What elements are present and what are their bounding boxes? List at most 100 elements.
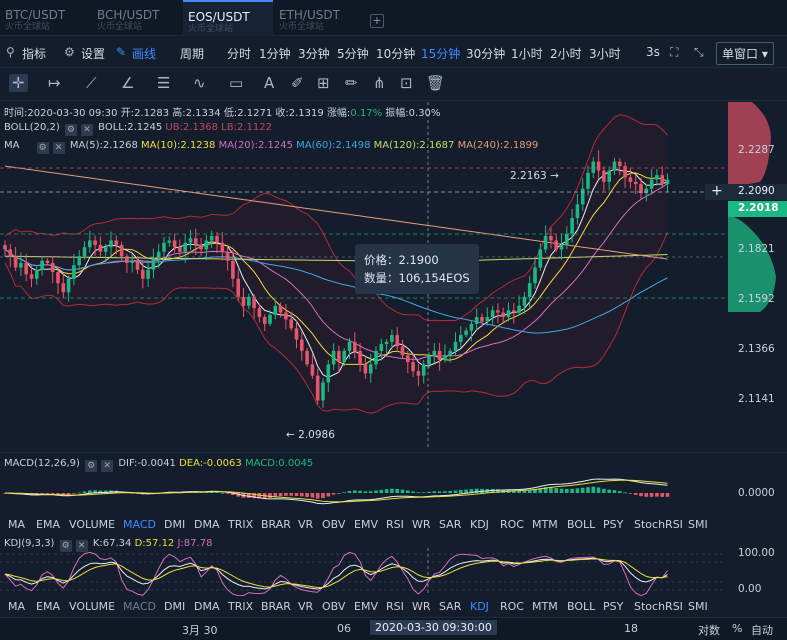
measure-icon[interactable]: ⊞ (317, 74, 330, 92)
main-chart[interactable] (0, 102, 787, 450)
indicator-tab-brar[interactable]: BRAR (261, 600, 291, 613)
indicator-tab-vr[interactable]: VR (298, 518, 314, 531)
period-2h[interactable]: 2小时 (550, 47, 582, 61)
indicator-tab-smi[interactable]: SMI (688, 518, 708, 531)
fib-icon[interactable]: ✐ (291, 74, 304, 92)
indicator-tab-volume[interactable]: VOLUME (69, 518, 116, 531)
add-tab-icon[interactable]: + (370, 14, 384, 28)
indicator-tab-sar[interactable]: SAR (439, 600, 462, 613)
settings-button[interactable]: 设置 (81, 47, 106, 61)
horizontal-line-icon[interactable]: ↦ (48, 74, 61, 92)
indicator-tab-psy[interactable]: PSY (603, 518, 624, 531)
indicator-tab-kdj[interactable]: KDJ (470, 600, 489, 613)
angle-icon[interactable]: ∠ (121, 74, 135, 92)
indicator-tab-emv[interactable]: EMV (354, 518, 378, 531)
indicator-tab-psy[interactable]: PSY (603, 600, 624, 613)
add-order-icon[interactable]: + (711, 183, 723, 199)
indicator-tab-dma[interactable]: DMA (194, 600, 220, 613)
period-3m[interactable]: 3分钟 (298, 47, 330, 61)
indicator-tab-trix[interactable]: TRIX (228, 518, 254, 531)
indicator-tab-roc[interactable]: ROC (500, 518, 524, 531)
crosshair-icon[interactable]: ✛ (9, 74, 28, 92)
indicator-tab-obv[interactable]: OBV (322, 600, 346, 613)
tab-btc[interactable]: BTC/USDT 火币全球站 (0, 0, 90, 36)
period-1h[interactable]: 1小时 (511, 47, 543, 61)
period-5m[interactable]: 5分钟 (337, 47, 369, 61)
log-scale-button[interactable]: 对数 (698, 624, 720, 637)
indicator-tab-ema[interactable]: EMA (36, 600, 60, 613)
settings-gear-icon[interactable]: ⚙ (64, 45, 75, 59)
shrink-icon[interactable]: ⤡ (694, 45, 704, 59)
indicator-tab-dmi[interactable]: DMI (164, 518, 186, 531)
indicator-tab-kdj[interactable]: KDJ (470, 518, 489, 531)
indicator-tab-rsi[interactable]: RSI (386, 600, 404, 613)
draw-button[interactable]: 画线 (132, 47, 157, 61)
indicator-tab-dma[interactable]: DMA (194, 518, 220, 531)
candle (443, 355, 447, 360)
indicator-tab-obv[interactable]: OBV (322, 518, 346, 531)
macd-settings-icon[interactable]: ⚙ (85, 460, 98, 472)
tab-eos[interactable]: EOS/USDT 火币全球站 (183, 0, 273, 36)
indicator-tab-wr[interactable]: WR (412, 600, 431, 613)
indicator-tab-stochrsi[interactable]: StochRSI (634, 600, 683, 613)
indicator-tab-ma[interactable]: MA (8, 518, 26, 531)
kdj-close-icon[interactable]: ✕ (75, 540, 88, 552)
indicator-tab-emv[interactable]: EMV (354, 600, 378, 613)
indicator-tab-rsi[interactable]: RSI (386, 518, 404, 531)
candle (337, 350, 341, 363)
brush-icon[interactable]: ✏ (345, 74, 358, 92)
indicator-tab-boll[interactable]: BOLL (567, 600, 596, 613)
period-3h[interactable]: 3小时 (589, 47, 621, 61)
kdj-settings-icon[interactable]: ⚙ (59, 540, 72, 552)
indicator-tab-smi[interactable]: SMI (688, 600, 708, 613)
indicator-tab-volume[interactable]: VOLUME (69, 600, 116, 613)
period-15m[interactable]: 15分钟 (421, 47, 461, 61)
macd-close-icon[interactable]: ✕ (101, 460, 114, 472)
indicator-tab-mtm[interactable]: MTM (532, 518, 558, 531)
wave-icon[interactable]: ∿ (193, 74, 206, 92)
kdj-chart[interactable] (0, 548, 725, 596)
macd-chart[interactable] (0, 474, 725, 512)
lock-icon[interactable]: ⊡ (400, 74, 413, 92)
boll-close-icon[interactable]: ✕ (80, 124, 93, 136)
indicator-tab-mtm[interactable]: MTM (532, 600, 558, 613)
macd-histogram-bar (257, 493, 262, 499)
period-timeline[interactable]: 分时 (227, 47, 252, 61)
indicator-tab-sar[interactable]: SAR (439, 518, 462, 531)
tab-eth[interactable]: ETH/USDT 火币全球站 (274, 0, 364, 36)
window-mode-select[interactable]: 单窗口 ▾ (716, 42, 774, 65)
period-30m[interactable]: 30分钟 (466, 47, 506, 61)
ma240-value: MA(240):2.1899 (457, 140, 539, 151)
refresh-interval[interactable]: 3s (646, 45, 660, 59)
magnet-icon[interactable]: ⋔ (373, 74, 386, 92)
trash-icon[interactable]: 🗑 (426, 74, 446, 92)
indicator-tab-roc[interactable]: ROC (500, 600, 524, 613)
boll-settings-icon[interactable]: ⚙ (64, 124, 77, 136)
parallel-lines-icon[interactable]: ☰ (157, 74, 171, 92)
trend-line-icon[interactable]: ⟋ (86, 74, 97, 92)
indicator-icon[interactable]: ⚲ (6, 45, 15, 59)
indicator-tab-macd[interactable]: MACD (123, 518, 156, 531)
indicator-tab-dmi[interactable]: DMI (164, 600, 186, 613)
rectangle-icon[interactable]: ▭ (229, 74, 244, 92)
fullscreen-icon[interactable]: ⛶ (670, 45, 679, 59)
indicator-tab-boll[interactable]: BOLL (567, 518, 596, 531)
tab-bch[interactable]: BCH/USDT 火币全球站 (92, 0, 182, 36)
indicator-tab-wr[interactable]: WR (412, 518, 431, 531)
indicator-tab-ema[interactable]: EMA (36, 518, 60, 531)
indicators-button[interactable]: 指标 (22, 47, 47, 61)
indicator-tab-stochrsi[interactable]: StochRSI (634, 518, 683, 531)
pencil-icon[interactable]: ✎ (116, 45, 127, 59)
auto-scale-button[interactable]: 自动 (751, 624, 773, 637)
ma-close-icon[interactable]: ✕ (52, 142, 65, 154)
indicator-tab-macd[interactable]: MACD (123, 600, 156, 613)
period-10m[interactable]: 10分钟 (376, 47, 416, 61)
indicator-tab-trix[interactable]: TRIX (228, 600, 254, 613)
indicator-tab-vr[interactable]: VR (298, 600, 314, 613)
ma-settings-icon[interactable]: ⚙ (36, 142, 49, 154)
indicator-tab-ma[interactable]: MA (8, 600, 26, 613)
percent-scale-button[interactable]: % (732, 622, 743, 635)
period-1m[interactable]: 1分钟 (259, 47, 291, 61)
indicator-tab-brar[interactable]: BRAR (261, 518, 291, 531)
text-icon[interactable]: A (264, 74, 275, 92)
